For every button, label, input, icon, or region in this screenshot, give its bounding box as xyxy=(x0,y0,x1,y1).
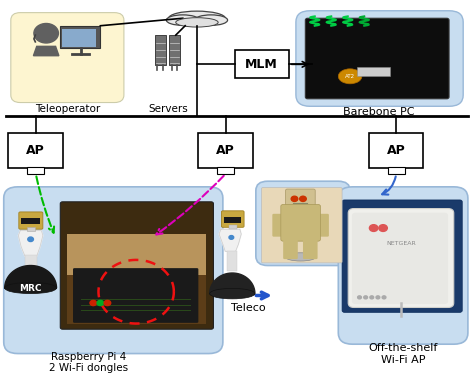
Circle shape xyxy=(28,237,34,242)
FancyBboxPatch shape xyxy=(305,18,449,99)
Circle shape xyxy=(300,196,306,201)
FancyBboxPatch shape xyxy=(235,50,289,78)
Polygon shape xyxy=(5,266,56,288)
FancyBboxPatch shape xyxy=(342,200,462,312)
Circle shape xyxy=(90,300,97,306)
FancyBboxPatch shape xyxy=(11,13,124,103)
Ellipse shape xyxy=(176,18,218,27)
FancyBboxPatch shape xyxy=(369,133,423,168)
FancyBboxPatch shape xyxy=(19,212,43,229)
Ellipse shape xyxy=(210,288,255,299)
Text: Off-the-shelf
Wi-Fi AP: Off-the-shelf Wi-Fi AP xyxy=(368,343,438,365)
FancyBboxPatch shape xyxy=(224,217,241,223)
FancyBboxPatch shape xyxy=(283,236,298,259)
FancyBboxPatch shape xyxy=(9,133,63,168)
Circle shape xyxy=(382,296,386,299)
FancyBboxPatch shape xyxy=(4,187,223,353)
Ellipse shape xyxy=(195,15,228,25)
Circle shape xyxy=(369,225,378,231)
Text: NETGEAR: NETGEAR xyxy=(386,241,416,245)
FancyBboxPatch shape xyxy=(316,214,329,237)
Text: Barebone PC: Barebone PC xyxy=(343,107,414,117)
Circle shape xyxy=(291,196,298,201)
FancyBboxPatch shape xyxy=(273,214,285,237)
Polygon shape xyxy=(219,229,241,251)
FancyBboxPatch shape xyxy=(338,187,468,344)
Text: AP: AP xyxy=(216,144,235,157)
FancyBboxPatch shape xyxy=(262,188,342,263)
FancyBboxPatch shape xyxy=(281,204,320,241)
FancyBboxPatch shape xyxy=(155,35,166,65)
FancyBboxPatch shape xyxy=(27,167,44,174)
FancyBboxPatch shape xyxy=(227,250,237,271)
Ellipse shape xyxy=(338,69,362,84)
Text: AP: AP xyxy=(387,144,406,157)
FancyBboxPatch shape xyxy=(27,227,36,231)
FancyBboxPatch shape xyxy=(73,268,198,323)
Circle shape xyxy=(357,296,361,299)
FancyBboxPatch shape xyxy=(21,218,40,224)
FancyBboxPatch shape xyxy=(67,234,206,324)
FancyBboxPatch shape xyxy=(229,225,237,229)
Text: MLM: MLM xyxy=(246,58,278,71)
Text: AT2: AT2 xyxy=(345,74,355,79)
FancyBboxPatch shape xyxy=(198,133,253,168)
Circle shape xyxy=(34,24,58,43)
FancyBboxPatch shape xyxy=(25,255,36,271)
FancyBboxPatch shape xyxy=(352,213,448,304)
Text: MRC: MRC xyxy=(19,284,42,293)
FancyBboxPatch shape xyxy=(217,167,234,174)
Circle shape xyxy=(364,296,367,299)
Ellipse shape xyxy=(166,15,199,25)
Circle shape xyxy=(376,296,380,299)
Text: Teleco: Teleco xyxy=(231,303,266,313)
Polygon shape xyxy=(18,231,43,256)
FancyBboxPatch shape xyxy=(303,236,318,259)
FancyBboxPatch shape xyxy=(60,26,100,48)
Text: AP: AP xyxy=(27,144,45,157)
Circle shape xyxy=(370,296,374,299)
Circle shape xyxy=(104,300,111,306)
Text: Raspberry Pi 4
2 Wi-Fi dongles: Raspberry Pi 4 2 Wi-Fi dongles xyxy=(49,352,128,373)
FancyBboxPatch shape xyxy=(357,67,390,76)
Text: Teleoperator: Teleoperator xyxy=(35,105,100,114)
Text: Servers: Servers xyxy=(149,105,189,114)
FancyBboxPatch shape xyxy=(285,189,315,207)
Ellipse shape xyxy=(5,282,56,294)
FancyBboxPatch shape xyxy=(60,202,213,329)
FancyBboxPatch shape xyxy=(169,35,181,65)
FancyBboxPatch shape xyxy=(348,209,454,307)
FancyBboxPatch shape xyxy=(256,181,350,266)
FancyBboxPatch shape xyxy=(62,29,96,47)
Polygon shape xyxy=(210,273,255,294)
Circle shape xyxy=(229,236,234,239)
FancyBboxPatch shape xyxy=(388,167,405,174)
Polygon shape xyxy=(34,46,59,56)
Circle shape xyxy=(97,300,104,306)
FancyBboxPatch shape xyxy=(296,11,463,106)
FancyBboxPatch shape xyxy=(67,234,206,275)
Ellipse shape xyxy=(169,11,225,25)
Ellipse shape xyxy=(285,253,316,261)
FancyBboxPatch shape xyxy=(221,211,244,227)
Circle shape xyxy=(379,225,387,231)
